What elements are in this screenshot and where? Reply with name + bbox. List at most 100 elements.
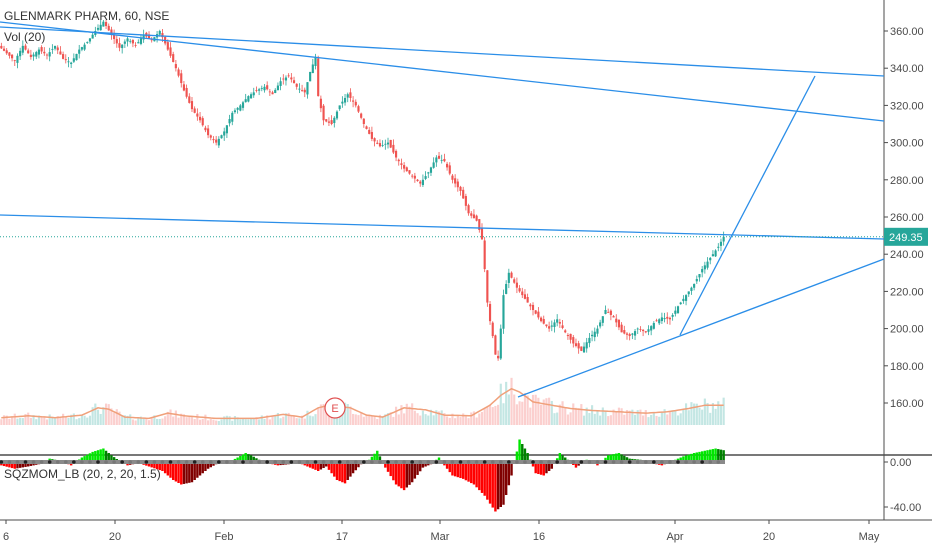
squeeze-dot — [474, 460, 479, 464]
volume-bar — [113, 412, 116, 425]
price-axis-ticks[interactable]: 360.00 340.00 320.00 300.00 280.00 260.00 240.… — [884, 26, 924, 410]
candle-body — [470, 213, 473, 216]
candle-body — [443, 158, 446, 162]
trendline-steep-breakout[interactable] — [679, 75, 816, 336]
candle-body — [542, 319, 545, 324]
volume-bar — [244, 419, 247, 425]
volume-bar — [596, 410, 599, 425]
earnings-marker[interactable]: E — [324, 397, 346, 419]
candle-body — [113, 34, 116, 40]
volume-bar — [314, 414, 317, 425]
time-axis-ticks[interactable]: 6 20 Feb 17 Mar 16 Apr 20 May — [3, 520, 880, 543]
volume-bar — [96, 409, 100, 425]
volume-bar — [56, 416, 59, 425]
squeeze-dot — [192, 460, 197, 464]
candle-body — [338, 105, 341, 110]
momentum-bar — [491, 462, 494, 508]
trendline-lower-support[interactable] — [517, 258, 885, 398]
candle-body — [642, 329, 645, 332]
momentum-bar — [437, 457, 441, 462]
candle-body — [628, 334, 631, 337]
momentum-bar — [451, 462, 454, 476]
candle-body — [91, 34, 94, 39]
candle-body — [427, 172, 430, 174]
momentum-bar — [373, 453, 376, 462]
volume-bar — [204, 414, 207, 425]
candle-body — [282, 78, 285, 80]
squeeze-dot — [176, 460, 181, 464]
volume-bar — [593, 413, 596, 425]
candle-body — [129, 40, 132, 42]
trendline-upper-long[interactable] — [0, 26, 885, 77]
volume-bar — [663, 409, 666, 425]
candle-body — [507, 272, 510, 283]
momentum-bar — [690, 453, 693, 462]
momentum-bar — [453, 462, 457, 477]
volume-bar — [623, 414, 626, 425]
volume-bar — [556, 412, 559, 425]
volume-bar — [609, 415, 612, 425]
squeeze-dot — [692, 460, 696, 464]
candle-body — [652, 323, 655, 329]
candle-body — [722, 236, 725, 242]
volume-bar — [711, 402, 714, 425]
trendlines[interactable] — [0, 21, 885, 398]
momentum-bar — [201, 462, 204, 474]
candle-body — [268, 91, 271, 93]
candle-body — [639, 329, 642, 330]
candle-body — [311, 64, 314, 74]
momentum-bar — [107, 453, 110, 462]
volume-bar — [542, 399, 545, 425]
candle-body — [56, 47, 59, 51]
indicator-axis-ticks[interactable]: 0.00 -40.00 — [884, 457, 921, 514]
momentum-bar — [397, 462, 400, 487]
volume-bar — [147, 420, 151, 425]
volume-bar — [572, 403, 575, 425]
squeeze-dot — [289, 460, 294, 464]
candle-body — [717, 246, 720, 248]
volume-bar — [510, 377, 513, 425]
time-tick-label: 17 — [336, 531, 348, 543]
squeeze-dot — [643, 460, 648, 464]
momentum-bar — [26, 462, 30, 467]
volume-bar — [655, 415, 658, 425]
volume-bar — [271, 416, 274, 425]
squeeze-dot — [104, 460, 108, 464]
candle-body — [633, 331, 637, 336]
volume-bar — [617, 407, 621, 425]
trendline-upper-steep[interactable] — [0, 21, 885, 122]
volume-bar — [354, 414, 357, 425]
volume-legend[interactable]: Vol (20) — [4, 30, 45, 44]
momentum-bar — [180, 462, 183, 485]
candle-body — [166, 42, 169, 50]
candle-body — [531, 304, 535, 310]
price-tick-label: 300.00 — [890, 138, 924, 150]
volume-bar — [220, 419, 223, 425]
trendline-horizontal-resistance[interactable] — [0, 214, 885, 240]
momentum-bar — [112, 457, 116, 462]
candle-body — [314, 57, 317, 67]
indicator-legend[interactable]: SQZMOM_LB (20, 2, 20, 1.5) — [4, 467, 161, 481]
volume-bar — [196, 414, 199, 425]
volume-bar — [86, 417, 89, 425]
momentum-bar — [354, 462, 357, 471]
chart-title[interactable]: GLENMARK PHARM, 60, NSE — [4, 9, 169, 23]
volume-bar — [142, 418, 145, 425]
price-tick-label: 320.00 — [890, 100, 924, 112]
candle-body — [510, 272, 513, 278]
candle-body — [539, 317, 543, 322]
time-tick-label: 16 — [533, 531, 545, 543]
volume-bar — [588, 413, 591, 425]
volume-bar — [539, 404, 543, 425]
volume-bar — [249, 418, 253, 425]
candle-body — [612, 316, 615, 318]
volume-bar — [446, 416, 449, 425]
candle-body — [582, 346, 586, 353]
candle-body — [21, 45, 24, 53]
squeeze-dot — [144, 460, 149, 464]
momentum-bar — [722, 450, 725, 462]
squeeze-dot — [668, 460, 672, 464]
candle-body — [620, 324, 623, 333]
candle-body — [513, 279, 516, 283]
